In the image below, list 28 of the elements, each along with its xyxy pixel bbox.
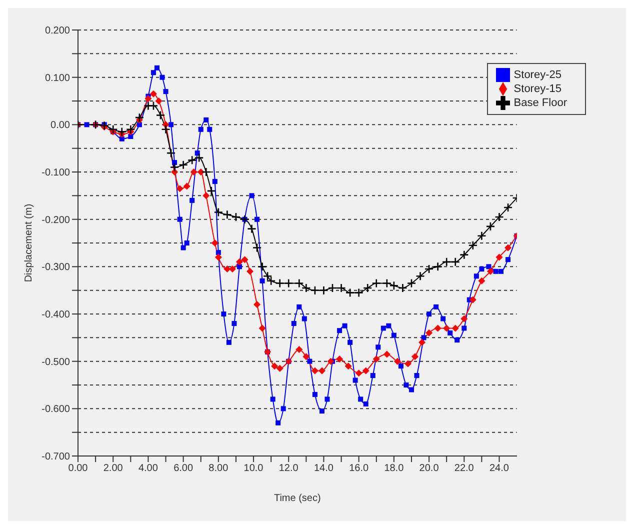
x-tick-label: 18.0: [384, 463, 404, 474]
x-tick-label: 2.00: [103, 463, 124, 474]
x-tick-label: 10.0: [244, 463, 264, 474]
legend-label: Storey-15: [514, 82, 562, 95]
y-tick-label: -0.500: [42, 356, 70, 368]
x-tick-label: 16.0: [349, 463, 369, 474]
x-tick-label: 4.00: [138, 463, 158, 474]
x-tick-label: 24.0: [490, 463, 510, 474]
legend-label: Base Floor: [514, 96, 567, 109]
y-tick-label: -0.600: [42, 404, 70, 416]
y-tick-label: -0.200: [42, 214, 70, 226]
x-tick-label: 22.0: [454, 463, 474, 474]
y-tick-label: 0.100: [44, 72, 70, 84]
y-tick-label: -0.300: [42, 262, 70, 274]
y-tick-label: -0.100: [42, 168, 70, 179]
x-tick-label: 8.00: [208, 463, 229, 474]
legend-label: Storey-25: [514, 68, 562, 81]
y-axis-title: Displacement (m): [24, 204, 35, 282]
y-tick-label: -0.700: [42, 452, 70, 463]
x-tick-label: 14.0: [314, 463, 334, 474]
x-tick-label: 6.00: [174, 463, 194, 474]
y-tick-label: -0.400: [42, 310, 70, 321]
y-tick-label: 0.200: [44, 26, 70, 37]
x-tick-label: 12.0: [278, 463, 299, 474]
x-axis-title: Time (sec): [274, 493, 321, 504]
x-tick-label: 0.00: [68, 463, 88, 474]
x-tick-label: 20.0: [419, 463, 440, 474]
y-tick-label: 0.00: [50, 120, 70, 132]
